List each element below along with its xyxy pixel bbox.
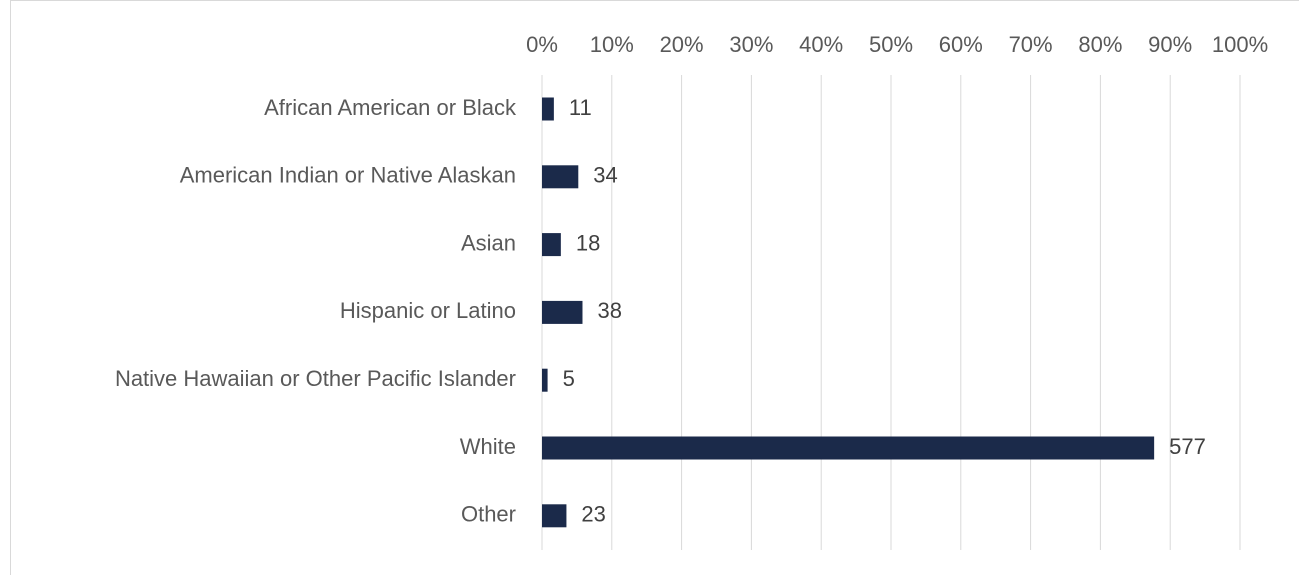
x-tick-label: 0%	[526, 32, 558, 57]
x-tick-label: 90%	[1148, 32, 1192, 57]
data-label: 18	[576, 230, 600, 255]
category-label: White	[460, 434, 516, 459]
x-tick-label: 50%	[869, 32, 913, 57]
category-label: American Indian or Native Alaskan	[180, 163, 516, 188]
x-tick-label: 40%	[799, 32, 843, 57]
x-tick-label: 70%	[1009, 32, 1053, 57]
bar	[542, 368, 548, 392]
category-label: Native Hawaiian or Other Pacific Islande…	[115, 366, 516, 391]
bar	[542, 300, 583, 324]
bars	[542, 97, 1155, 528]
x-tick-label: 30%	[729, 32, 773, 57]
bar	[542, 233, 561, 257]
data-label: 38	[597, 298, 621, 323]
x-tick-label: 100%	[1212, 32, 1268, 57]
x-tick-label: 10%	[590, 32, 634, 57]
data-label: 5	[563, 366, 575, 391]
category-label: Other	[461, 502, 516, 527]
bar	[542, 504, 567, 528]
data-label: 577	[1169, 434, 1206, 459]
category-label: Asian	[461, 230, 516, 255]
x-axis-tick-labels: 0% 10% 20% 30% 40% 50% 60% 70% 80% 90% 100%	[526, 32, 1268, 57]
bar	[542, 436, 1155, 460]
category-label: Hispanic or Latino	[340, 298, 516, 323]
category-labels: African American or Black American Indian…	[115, 95, 517, 527]
x-tick-label: 20%	[660, 32, 704, 57]
bar	[542, 97, 554, 121]
bar	[542, 165, 579, 189]
chart-frame	[10, 0, 1299, 575]
x-tick-label: 60%	[939, 32, 983, 57]
data-label: 34	[593, 163, 617, 188]
data-label: 11	[569, 95, 592, 120]
gridlines	[541, 75, 1241, 550]
data-label: 23	[581, 502, 605, 527]
category-label: African American or Black	[264, 95, 517, 120]
data-labels: 11 34 18 38 5 577 23	[563, 95, 1206, 527]
x-tick-label: 80%	[1078, 32, 1122, 57]
